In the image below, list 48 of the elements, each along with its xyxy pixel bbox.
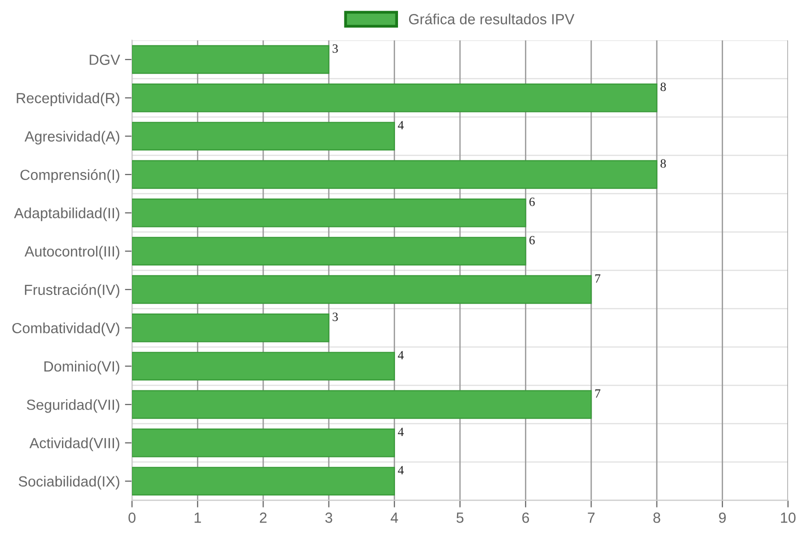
data-label: 6 xyxy=(529,198,535,206)
x-tick-label: 1 xyxy=(194,512,201,523)
x-tick-label: 8 xyxy=(653,512,660,523)
bar xyxy=(132,390,592,419)
y-tick-label: Adaptabilidad(II) xyxy=(14,208,120,222)
bar xyxy=(132,275,592,304)
y-tick-label: DGV xyxy=(90,54,120,65)
y-tick-label: Seguridad(VII) xyxy=(26,399,120,413)
x-tick-label: 6 xyxy=(522,512,530,523)
bar xyxy=(132,236,526,266)
y-tick-label: Agresividad(A) xyxy=(24,130,120,144)
y-tick-label: Frustración(IV) xyxy=(24,284,120,298)
bar xyxy=(132,122,395,151)
data-label: 7 xyxy=(595,274,600,283)
bar xyxy=(132,83,658,112)
y-tick-label: Sociabilidad(IX) xyxy=(18,476,120,490)
y-tick-label: Combatividad(V) xyxy=(12,322,120,336)
bar xyxy=(132,466,395,496)
data-label: 4 xyxy=(398,428,404,436)
y-tick-label: Dominio(VI) xyxy=(44,360,120,374)
bar xyxy=(132,352,395,381)
data-label: 4 xyxy=(398,121,404,130)
data-label: 7 xyxy=(595,389,600,398)
x-tick-label: 4 xyxy=(390,512,398,523)
data-label: 3 xyxy=(332,312,338,322)
data-label: 3 xyxy=(332,44,338,53)
x-tick-label: 0 xyxy=(128,512,136,523)
bar xyxy=(132,313,330,342)
y-tick-label: Actividad(VIII) xyxy=(29,438,120,452)
y-tick-label: Autocontrol(III) xyxy=(24,246,120,260)
bar xyxy=(132,45,330,74)
x-tick-label: 10 xyxy=(781,512,796,523)
y-tick-label: Receptividad(R) xyxy=(16,92,120,106)
x-tick-label: 3 xyxy=(325,512,332,523)
legend-label: Gráfica de resultados IPV xyxy=(409,13,574,24)
bar xyxy=(132,160,658,189)
y-tick-label: Comprensión(I) xyxy=(20,169,120,183)
bar xyxy=(132,428,395,458)
x-tick-label: 9 xyxy=(719,512,726,523)
data-label: 4 xyxy=(398,466,404,474)
data-label: 4 xyxy=(398,351,404,360)
bar xyxy=(132,198,526,228)
x-tick-label: 5 xyxy=(456,512,464,523)
x-tick-label: 2 xyxy=(260,512,267,523)
data-label: 8 xyxy=(660,159,666,168)
data-label: 6 xyxy=(529,236,535,244)
data-label: 8 xyxy=(660,82,666,92)
x-tick-label: 7 xyxy=(588,512,595,523)
